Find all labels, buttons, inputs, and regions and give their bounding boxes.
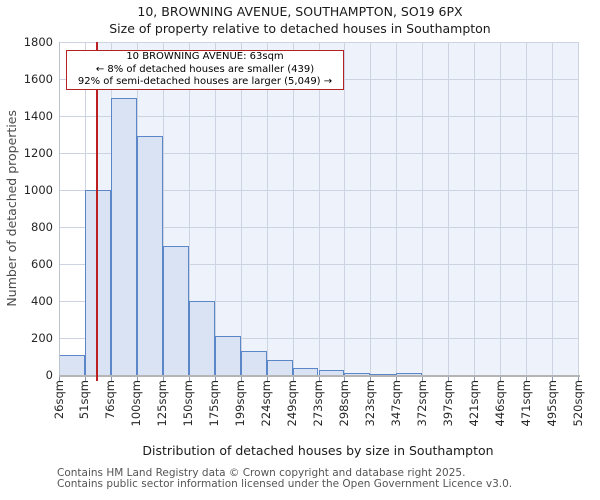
- x-tick-mark: [526, 377, 528, 381]
- gridline-v: [162, 42, 164, 375]
- gridline-v: [474, 42, 476, 375]
- gridline-v: [448, 42, 450, 375]
- x-tick-label: 323sqm: [362, 380, 377, 427]
- property-annotation-box: 10 BROWNING AVENUE: 63sqm ← 8% of detach…: [66, 50, 344, 90]
- x-tick-label: 421sqm: [466, 380, 481, 427]
- y-tick-label: 800: [31, 220, 53, 234]
- x-tick-label: 397sqm: [440, 380, 455, 427]
- histogram-bar: [188, 301, 215, 375]
- x-tick-mark: [344, 377, 346, 381]
- x-tick-label: 199sqm: [233, 380, 248, 427]
- y-axis-line: [59, 42, 60, 375]
- x-tick-mark: [162, 377, 164, 381]
- y-tick-label: 1200: [23, 146, 53, 160]
- histogram-bar: [214, 336, 241, 375]
- y-tick-label: 1000: [23, 183, 53, 197]
- y-tick-label: 400: [31, 294, 53, 308]
- x-tick-mark: [266, 377, 268, 381]
- x-tick-mark: [552, 377, 554, 381]
- x-tick-mark: [240, 377, 242, 381]
- x-tick-label: 446sqm: [492, 380, 507, 427]
- x-tick-mark: [59, 377, 60, 381]
- x-tick-mark: [370, 377, 372, 381]
- histogram-bar: [266, 360, 293, 375]
- gridline-v: [396, 42, 398, 375]
- gridline-v: [214, 42, 216, 375]
- histogram-bar: [136, 136, 163, 375]
- x-tick-mark: [448, 377, 450, 381]
- histogram-bar: [59, 354, 85, 375]
- histogram-bar: [292, 367, 319, 375]
- x-tick-mark: [396, 377, 398, 381]
- x-tick-mark: [422, 377, 424, 381]
- annotation-larger-stat: 92% of semi-detached houses are larger (…: [77, 76, 333, 88]
- gridline-v: [552, 42, 554, 375]
- x-tick-label: 520sqm: [570, 380, 585, 427]
- x-tick-label: 249sqm: [285, 380, 300, 427]
- x-tick-label: 347sqm: [388, 380, 403, 427]
- x-tick-label: 273sqm: [311, 380, 325, 427]
- histogram-bar: [162, 245, 189, 375]
- gridline-v: [578, 42, 579, 375]
- y-tick-label: 200: [31, 331, 53, 345]
- annotation-property-size: 10 BROWNING AVENUE: 63sqm: [126, 51, 284, 63]
- x-tick-label: 100sqm: [129, 380, 144, 427]
- gridline-v: [188, 42, 190, 375]
- x-axis-line: [59, 375, 580, 377]
- x-tick-mark: [84, 377, 86, 381]
- footer-copyright: Contains HM Land Registry data © Crown c…: [57, 467, 466, 479]
- x-tick-label: 298sqm: [336, 380, 351, 427]
- x-tick-label: 471sqm: [518, 380, 533, 427]
- histogram-bar: [344, 372, 371, 375]
- y-axis-title-wrap: Number of detached properties: [2, 42, 20, 375]
- y-tick-label: 1600: [23, 72, 53, 86]
- x-tick-mark: [110, 377, 112, 381]
- x-tick-label: 76sqm: [103, 380, 118, 420]
- gridline-v: [318, 42, 320, 375]
- y-tick-label: 1800: [23, 35, 53, 49]
- x-tick-label: 26sqm: [51, 380, 66, 420]
- x-tick-mark: [188, 377, 190, 381]
- y-tick-label: 600: [31, 257, 53, 271]
- histogram-bar: [318, 369, 345, 375]
- x-tick-label: 372sqm: [414, 380, 429, 427]
- chart-subtitle: Size of property relative to detached ho…: [109, 21, 491, 36]
- y-axis-title: Number of detached properties: [3, 110, 19, 307]
- x-tick-mark: [136, 377, 138, 381]
- histogram-bar: [396, 373, 423, 375]
- gridline-v: [266, 42, 268, 375]
- x-tick-label: 175sqm: [207, 380, 222, 427]
- x-tick-label: 51sqm: [77, 380, 92, 420]
- y-tick-label: 1400: [23, 109, 53, 123]
- x-tick-label: 224sqm: [259, 380, 274, 427]
- x-tick-label: 150sqm: [181, 380, 196, 427]
- x-tick-mark: [292, 377, 294, 381]
- gridline-v: [422, 42, 424, 375]
- y-tick-label: 0: [45, 368, 53, 382]
- x-tick-label: 495sqm: [544, 380, 559, 427]
- annotation-smaller-stat: ← 8% of detached houses are smaller (439…: [95, 63, 315, 75]
- gridline-v: [240, 42, 242, 375]
- gridline-v: [370, 42, 372, 375]
- gridline-v: [292, 42, 294, 375]
- histogram-bar: [240, 350, 267, 375]
- histogram-bar: [110, 97, 137, 375]
- x-tick-mark: [474, 377, 476, 381]
- chart-title: 10, BROWNING AVENUE, SOUTHAMPTON, SO19 6…: [137, 4, 463, 19]
- x-tick-label: 125sqm: [155, 380, 170, 427]
- x-tick-mark: [318, 377, 320, 381]
- gridline-v: [526, 42, 528, 375]
- x-tick-mark: [578, 377, 579, 381]
- gridline-v: [500, 42, 502, 375]
- gridline-v: [344, 42, 346, 375]
- x-tick-mark: [500, 377, 502, 381]
- footer-licence: Contains public sector information licen…: [57, 478, 513, 490]
- histogram-bar: [370, 373, 397, 375]
- property-size-marker-line: [96, 42, 99, 381]
- x-axis-title: Distribution of detached houses by size …: [142, 443, 494, 458]
- x-tick-mark: [214, 377, 216, 381]
